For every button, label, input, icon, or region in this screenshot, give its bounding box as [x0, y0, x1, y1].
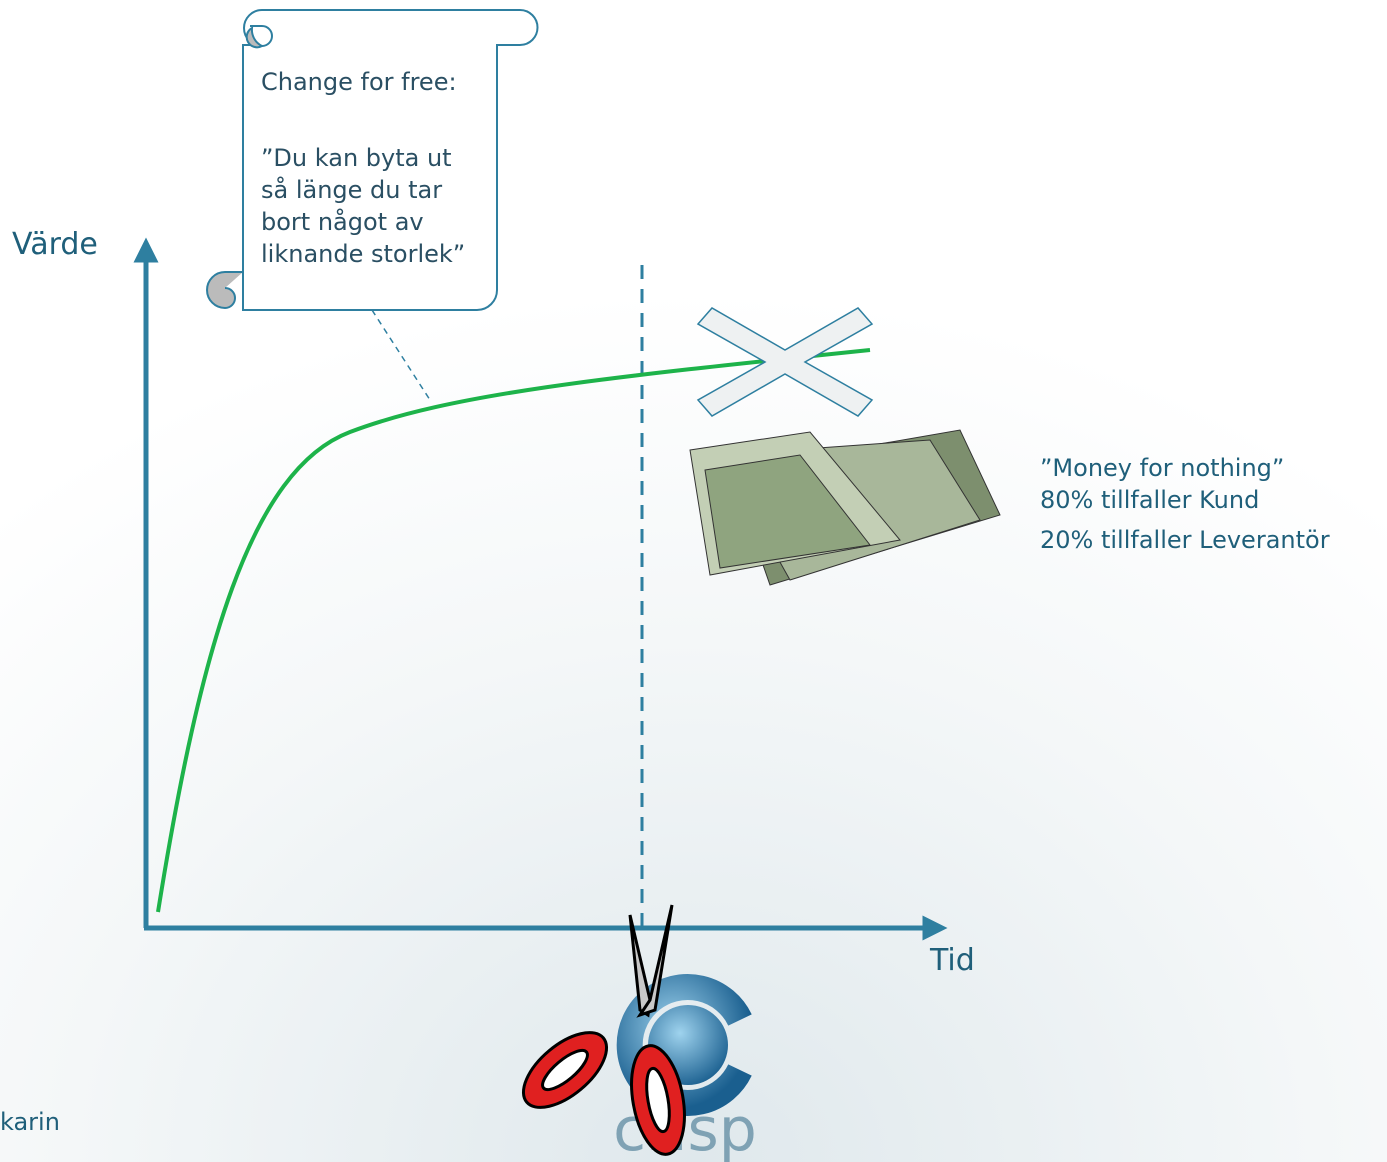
- author: karin: [0, 1108, 60, 1136]
- money-line: ”Money for nothing”: [1040, 454, 1284, 482]
- x-axis-label: Tid: [929, 943, 975, 978]
- money-line: 80% tillfaller Kund: [1040, 486, 1259, 514]
- slide: Värde Tid Change for free: ”Du kan byta …: [0, 0, 1387, 1162]
- y-axis-label: Värde: [12, 227, 98, 262]
- scroll-line: liknande storlek”: [261, 240, 465, 268]
- scroll-line: så länge du tar: [261, 175, 442, 204]
- scroll-line: bort något av: [261, 207, 424, 236]
- scroll-title: Change for free:: [261, 68, 457, 96]
- scroll-line: ”Du kan byta ut: [261, 144, 452, 172]
- money-line: 20% tillfaller Leverantör: [1040, 526, 1330, 554]
